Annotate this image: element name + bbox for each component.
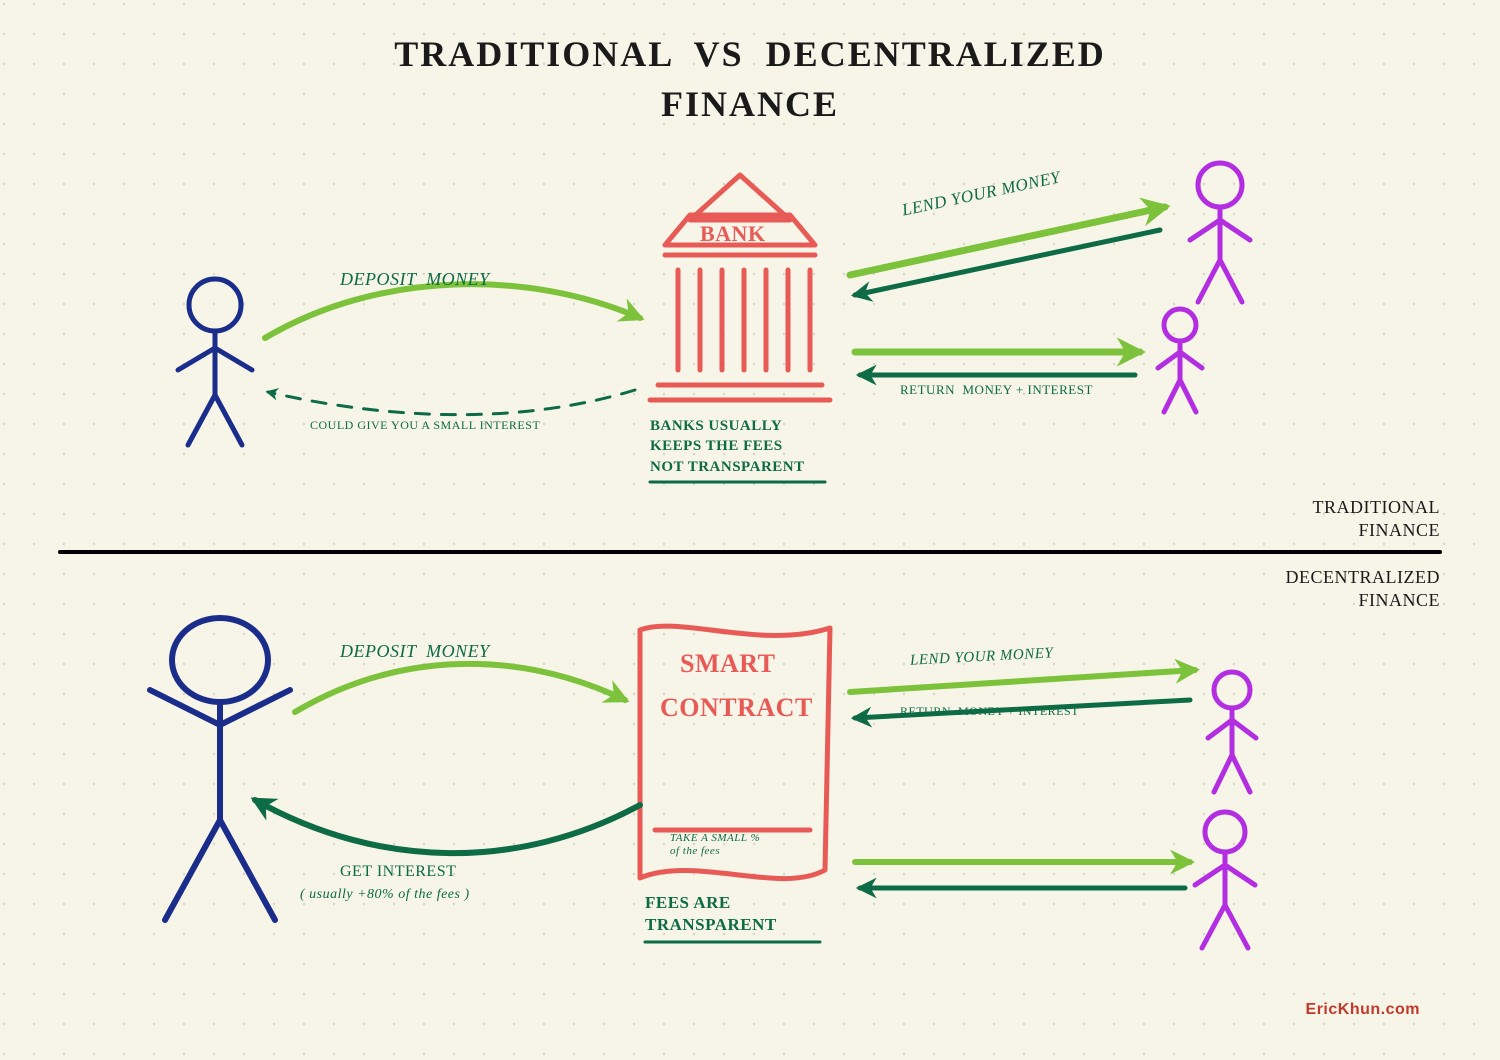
label-bottom-return: RETURN MONEY + INTEREST xyxy=(900,704,1079,719)
label-bottom-get-interest: GET INTEREST xyxy=(340,862,456,882)
title-line2: FINANCE xyxy=(0,82,1500,127)
title-line1: TRADITIONAL VS DECENTRALIZED xyxy=(0,32,1500,77)
contract-smallnote: TAKE A SMALL % of the fees xyxy=(670,832,760,858)
bank-label: BANK xyxy=(700,220,766,248)
bank-caption: BANKS USUALLY KEEPS THE FEES NOT TRANSPA… xyxy=(650,416,805,477)
contract-line2: CONTRACT xyxy=(660,692,813,725)
label-bottom-deposit: DEPOSIT MONEY xyxy=(340,640,490,663)
label-top-deposit: DEPOSIT MONEY xyxy=(340,268,490,291)
label-top-small-interest: COULD GIVE YOU A SMALL INTEREST xyxy=(310,418,540,433)
label-bottom-get-interest-sub: ( usually +80% of the fees ) xyxy=(300,886,470,904)
credit: EricKhun.com xyxy=(1306,1000,1420,1020)
contract-line1: SMART xyxy=(680,648,775,681)
section-label-bottom: DECENTRALIZED FINANCE xyxy=(1286,566,1440,611)
section-label-top: TRADITIONAL FINANCE xyxy=(1313,496,1440,541)
contract-caption: FEES ARE TRANSPARENT xyxy=(645,892,777,936)
label-top-return: RETURN MONEY + INTEREST xyxy=(900,382,1093,398)
